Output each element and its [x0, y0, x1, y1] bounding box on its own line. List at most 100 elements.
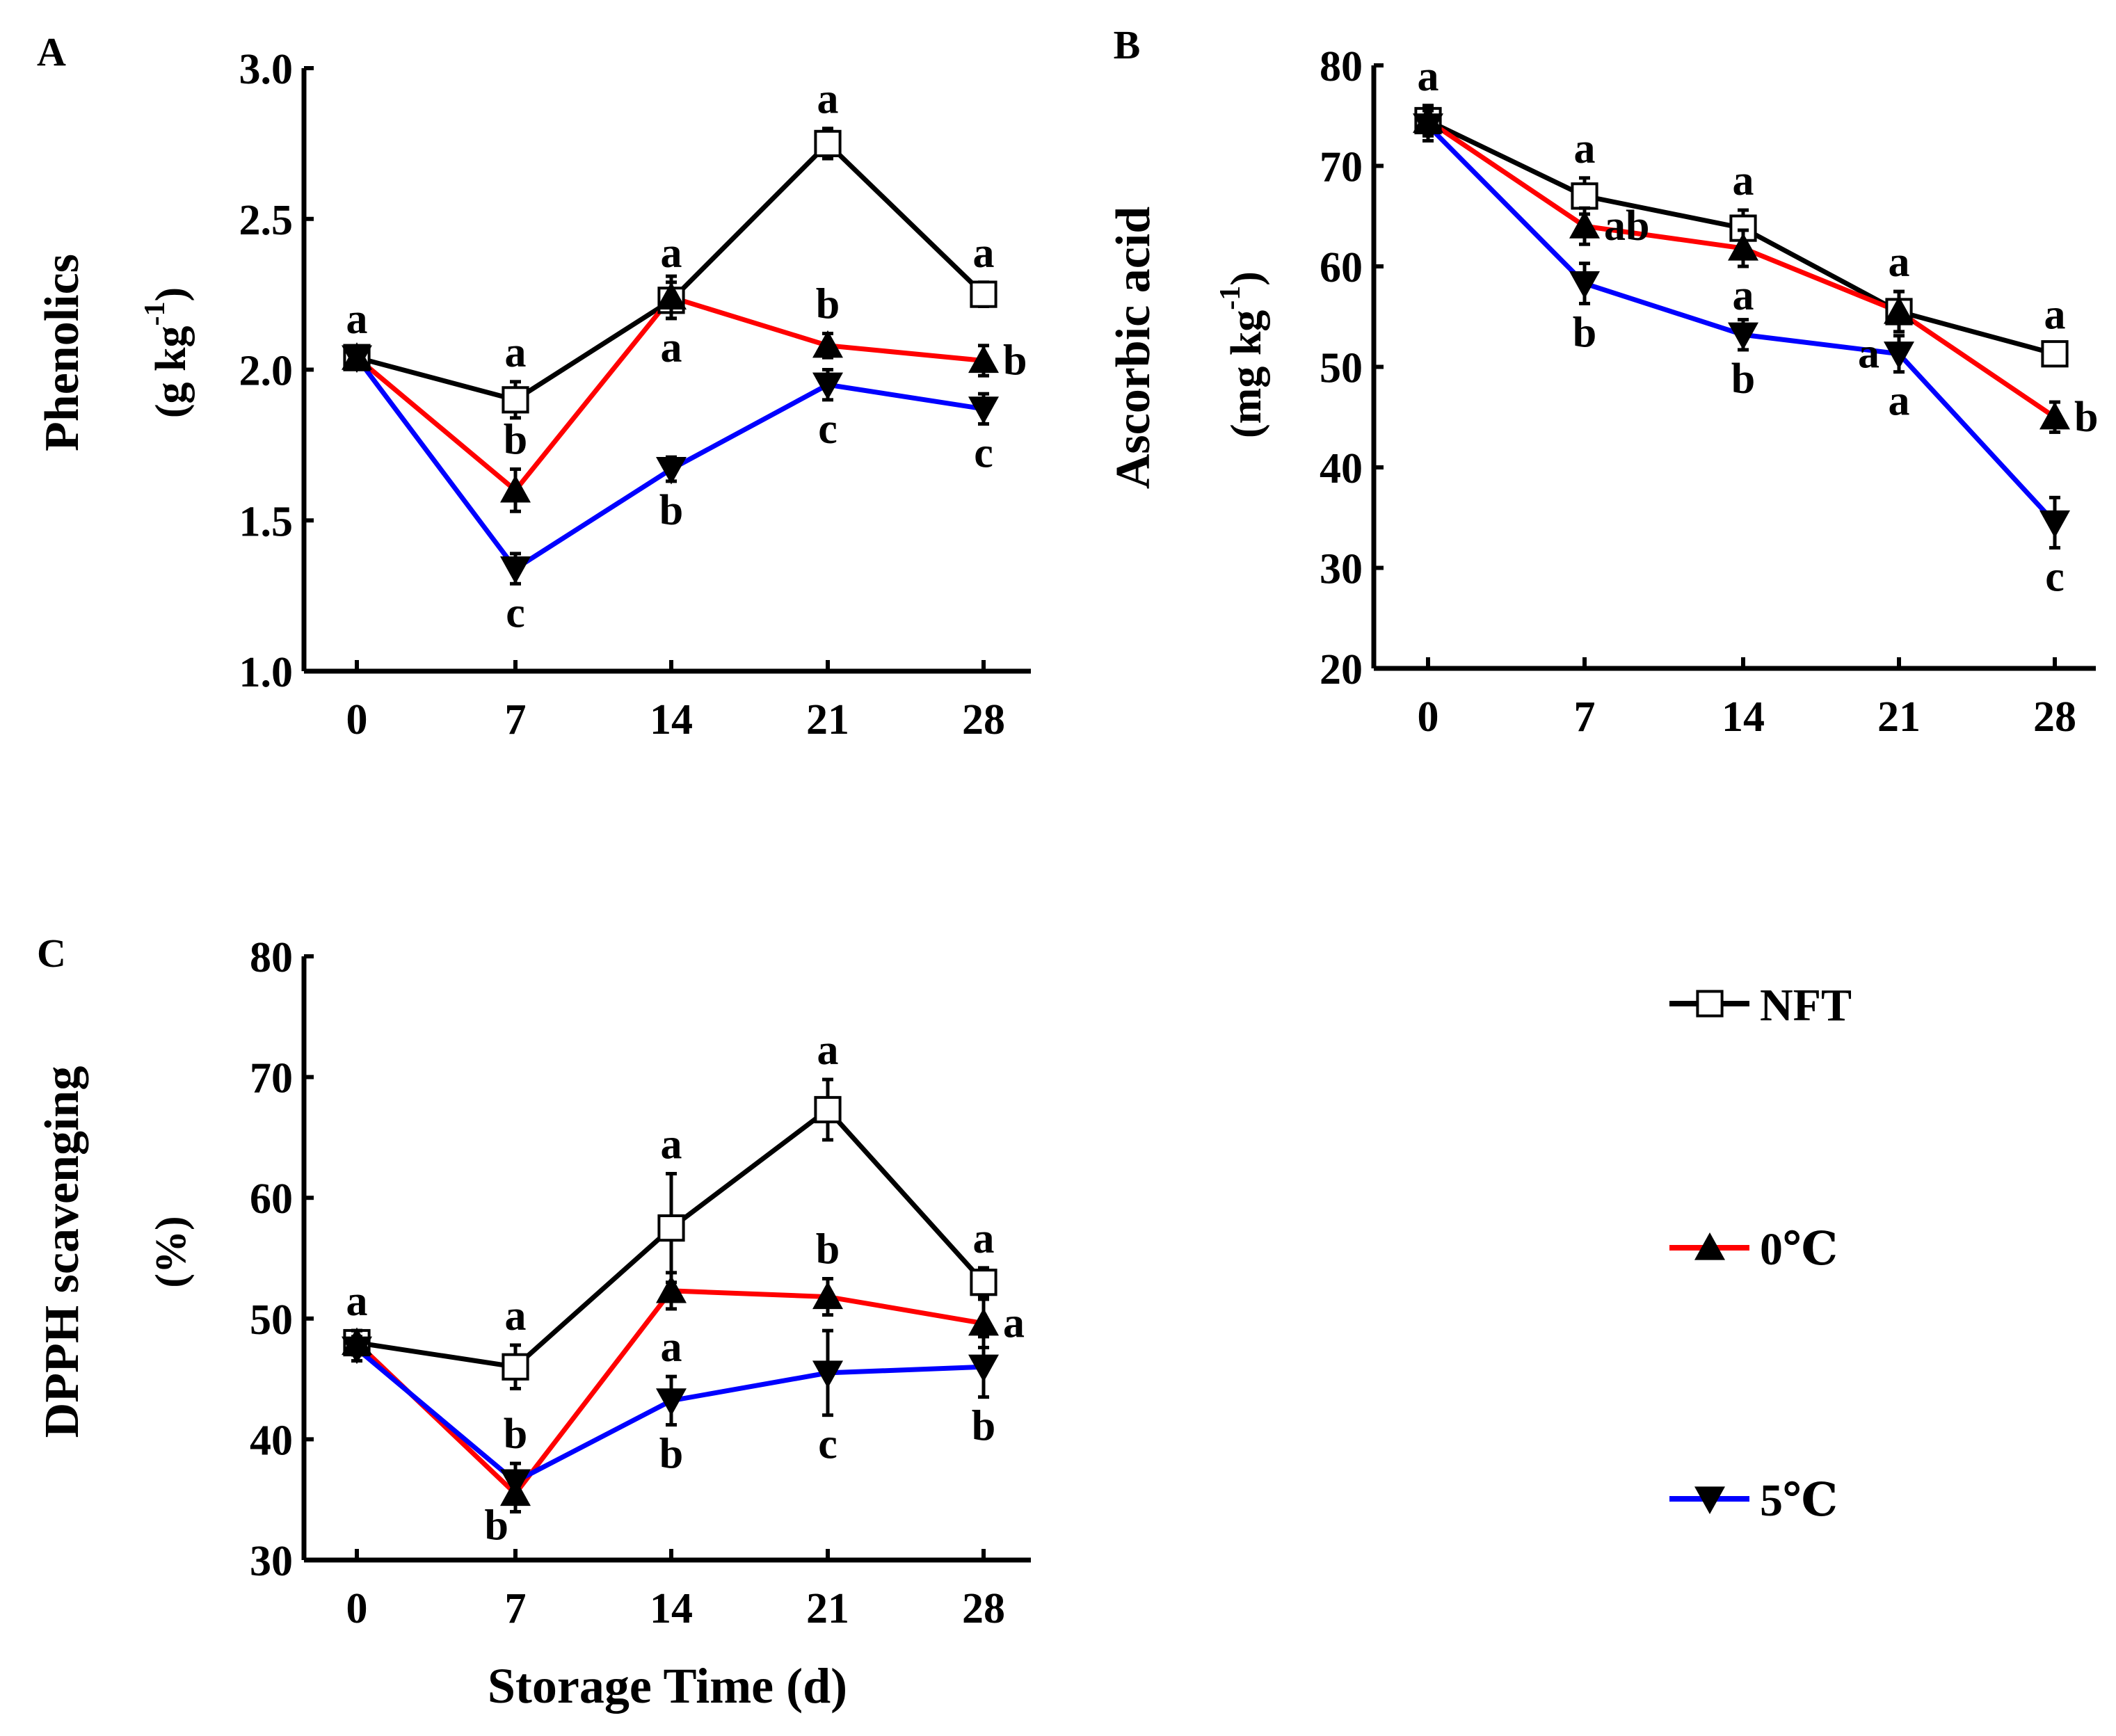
legend: NFT 0℃ 5℃ [1669, 980, 1852, 1526]
data-point-marker [970, 1269, 997, 1296]
data-point-marker [656, 1275, 687, 1303]
x-tick-label: 0 [346, 696, 368, 744]
y-unit-text: (%) [147, 1216, 195, 1287]
significance-letter: b [972, 1403, 995, 1450]
panel-label: A [37, 29, 66, 74]
x-tick-label: 21 [1877, 693, 1921, 741]
panel-label: C [37, 931, 66, 976]
x-tick-label: 14 [650, 1585, 693, 1632]
data-point-marker [812, 372, 843, 401]
data-point-marker [500, 556, 531, 584]
x-tick-label: 14 [1722, 693, 1765, 741]
data-point-marker [812, 1281, 843, 1310]
significance-letter: a [2044, 291, 2066, 338]
significance-letter: c [818, 405, 837, 453]
y-tick-label: 40 [250, 1417, 293, 1464]
data-point-marker [968, 396, 999, 424]
y-axis-unit: (mg kg-1) [1215, 271, 1270, 438]
y-tick-label: 60 [250, 1175, 293, 1223]
data-point-marker [2041, 340, 2069, 368]
significance-letter: a [661, 1120, 682, 1168]
x-tick-label: 21 [806, 696, 849, 744]
significance-letter: a [1418, 53, 1439, 100]
data-point-marker [500, 1469, 531, 1497]
chart-panel-c: C 30 40 50 60 70 80 0 7 14 21 28 DPPH scavenging (%) S… [35, 931, 1031, 1714]
y-tick-label: 40 [1320, 445, 1363, 492]
y-tick-label: 70 [250, 1055, 293, 1102]
significance-letter: a [1858, 330, 1879, 378]
x-tick-label: 28 [962, 1585, 1005, 1632]
x-tick-label: 28 [2033, 693, 2076, 741]
significance-letter: a [1003, 1300, 1025, 1347]
x-tick-label: 7 [1574, 693, 1596, 741]
x-tick-label: 0 [1418, 693, 1439, 741]
y-unit-close: ) [1223, 271, 1270, 286]
data-point-marker [502, 386, 529, 414]
significance-letter: a [661, 1324, 682, 1371]
data-point-marker [502, 1353, 529, 1381]
significance-letter: a [346, 296, 368, 343]
y-tick-label: 50 [250, 1296, 293, 1344]
data-point-marker [2039, 401, 2070, 430]
data-point-marker [1571, 182, 1598, 210]
x-tick-label: 0 [346, 1585, 368, 1632]
legend-marker-icon [1696, 990, 1724, 1018]
data-point-marker [970, 280, 997, 308]
y-axis-unit: (g kg-1) [139, 287, 195, 418]
y-tick-label: 30 [1320, 546, 1363, 593]
significance-letter: a [973, 230, 995, 277]
significance-letter: a [1574, 125, 1596, 172]
significance-letter: a [1733, 272, 1754, 319]
data-point-marker [812, 330, 843, 358]
data-point-marker [814, 1095, 842, 1124]
y-tick-label: 60 [1320, 244, 1363, 291]
y-unit-close: ) [147, 287, 195, 302]
data-point-marker [1728, 232, 1758, 261]
significance-letter: a [661, 324, 682, 371]
significance-letter: c [506, 589, 525, 636]
data-point-marker [968, 1308, 999, 1336]
data-point-marker [656, 282, 687, 310]
data-point-marker [657, 1214, 685, 1242]
data-point-marker [342, 345, 372, 373]
x-tick-label: 21 [806, 1585, 849, 1632]
data-point-marker [1569, 211, 1600, 239]
y-tick-label: 30 [250, 1538, 293, 1585]
data-point-marker [1728, 322, 1758, 351]
data-point-marker [812, 1360, 843, 1388]
significance-letter: b [2074, 394, 2098, 441]
legend-item: NFT [1669, 980, 1852, 1031]
y-tick-label: 1.5 [239, 498, 294, 545]
x-tick-label: 7 [505, 696, 527, 744]
data-point-marker [968, 1354, 999, 1383]
significance-letter: b [504, 1410, 527, 1458]
significance-letter: b [1003, 337, 1027, 384]
data-point-marker [2039, 510, 2070, 538]
data-point-marker [1569, 271, 1600, 299]
x-tick-label: 28 [962, 696, 1005, 744]
significance-letter: b [816, 1226, 840, 1273]
y-tick-label: 80 [1320, 43, 1363, 90]
legend-item: 5℃ [1669, 1475, 1838, 1526]
significance-letter: a [1889, 378, 1910, 425]
significance-letter: c [974, 430, 993, 477]
legend-label: 0℃ [1760, 1224, 1838, 1275]
y-unit-text: (g kg [147, 326, 195, 419]
significance-letter: b [1573, 309, 1596, 356]
y-tick-label: 1.0 [239, 649, 294, 696]
x-axis-label: Storage Time (d) [488, 1658, 847, 1714]
significance-letter: b [485, 1502, 508, 1550]
significance-letter: b [659, 487, 683, 534]
y-tick-label: 70 [1320, 144, 1363, 191]
significance-letter: a [505, 1292, 527, 1340]
y-tick-label: 2.0 [239, 348, 294, 395]
significance-letter: a [817, 1027, 839, 1074]
significance-letter: b [816, 280, 840, 328]
significance-letter: a [1733, 157, 1754, 204]
data-point-marker [968, 345, 999, 373]
significance-letter: a [973, 1215, 995, 1262]
y-tick-label: 20 [1320, 646, 1363, 693]
y-tick-label: 80 [250, 934, 293, 981]
significance-letter: a [505, 329, 527, 376]
